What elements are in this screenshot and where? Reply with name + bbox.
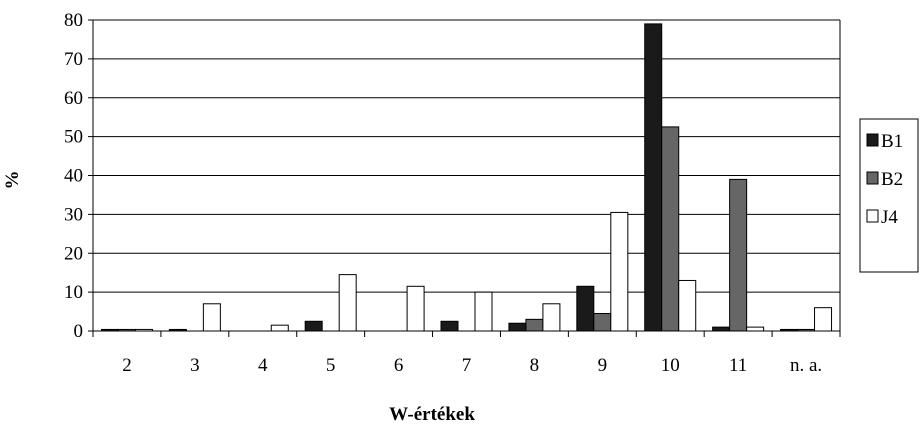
y-tick-label: 40 (64, 166, 83, 187)
bar-j4-3 (202, 303, 221, 332)
bar-j4-10 (678, 279, 697, 332)
y-tick-labels: 0 10 20 30 40 50 60 70 80 (64, 10, 83, 342)
bar-b2-8 (525, 318, 544, 332)
bars (100, 23, 833, 332)
x-tick-label: 5 (326, 355, 336, 376)
bar-b2-11 (729, 178, 748, 332)
bar-b2-9 (593, 313, 612, 332)
x-tick-label: 8 (530, 355, 540, 376)
bar-j4-9 (610, 211, 629, 332)
x-tick-label: 7 (462, 355, 472, 376)
y-tick-label: 20 (64, 243, 83, 264)
legend-label-b1: B1 (881, 131, 903, 152)
x-tick-label: 3 (190, 355, 200, 376)
y-tick-label: 60 (64, 88, 83, 109)
bar-j4-5 (338, 274, 357, 332)
x-tick-label: 2 (122, 355, 132, 376)
bar-j4-11 (746, 326, 765, 332)
y-tick-label: 0 (74, 321, 84, 342)
x-tick-label: 4 (258, 355, 268, 376)
x-tick-label: 6 (394, 355, 404, 376)
y-tick-label: 80 (64, 10, 83, 31)
legend-swatch-b1 (866, 133, 879, 147)
bar-b1-5 (304, 320, 323, 332)
bar-b1-10 (644, 23, 663, 332)
bar-b1-7 (440, 320, 459, 332)
x-tick-label: 9 (598, 355, 608, 376)
bar-j4-na (814, 307, 833, 332)
bar-b2-10 (661, 126, 680, 332)
x-tick-label: 10 (661, 355, 680, 376)
y-tick-label: 10 (64, 282, 83, 303)
gridlines (93, 19, 840, 293)
y-tick-label: 30 (64, 204, 83, 225)
bar-j4-6 (406, 285, 425, 332)
y-tick-label: 70 (64, 49, 83, 70)
bar-b1-11 (712, 326, 731, 332)
bar-b1-8 (508, 322, 527, 332)
x-tick-labels: 2 3 4 5 6 7 8 9 10 11 n. a. (122, 355, 822, 376)
bar-j4-8 (542, 303, 561, 332)
x-tick-label: n. a. (790, 355, 822, 376)
y-axis-title: % (2, 171, 23, 190)
legend: B1 B2 J4 (859, 118, 919, 273)
bar-b1-9 (576, 285, 595, 332)
bar-j4-7 (474, 291, 493, 332)
axes (88, 19, 841, 337)
legend-swatch-b2 (866, 171, 879, 185)
x-axis-title: W-értékek (389, 404, 475, 425)
y-tick-label: 50 (64, 127, 83, 148)
legend-swatch-j4 (866, 209, 879, 223)
legend-label-b2: B2 (881, 169, 903, 190)
bar-j4-4 (270, 324, 289, 332)
legend-label-j4: J4 (881, 207, 898, 228)
x-tick-label: 11 (729, 355, 747, 376)
